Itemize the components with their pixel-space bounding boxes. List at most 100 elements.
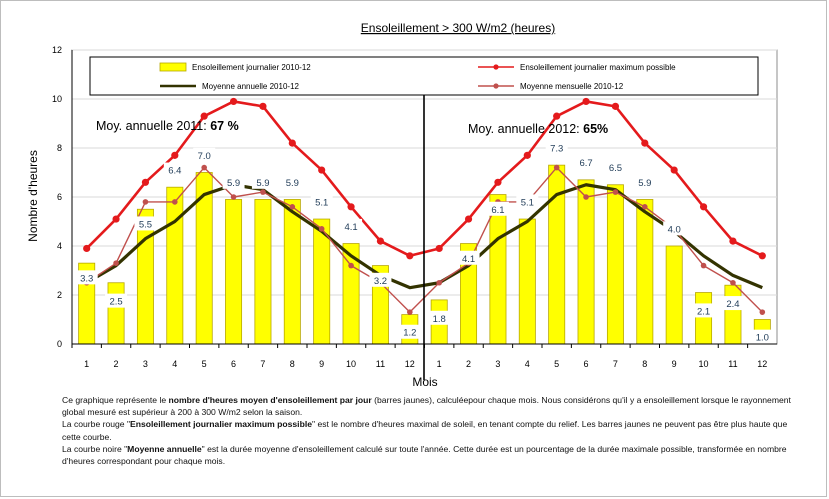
data-label-bg xyxy=(604,160,627,175)
data-label-bg xyxy=(310,194,333,209)
series-point xyxy=(171,151,179,159)
series-point xyxy=(670,166,678,174)
series-point xyxy=(700,262,707,269)
x-tick-label: 11 xyxy=(728,359,737,369)
data-label: 5.1 xyxy=(315,197,328,208)
data-label: 5.9 xyxy=(286,178,299,189)
bar xyxy=(577,179,595,345)
bar xyxy=(254,199,272,345)
x-tick-label: 9 xyxy=(319,359,324,369)
data-label: 3.2 xyxy=(374,276,387,287)
explanation-text: Ce graphique représente le nombre d'heur… xyxy=(62,394,802,467)
bar xyxy=(518,218,536,345)
line-series xyxy=(83,97,766,315)
series-point xyxy=(494,178,502,186)
y-tick-label: 8 xyxy=(57,143,62,153)
y-tick-label: 0 xyxy=(57,339,62,349)
legend-label: Ensoleillement journalier maximum possib… xyxy=(520,63,676,72)
note-text: Ce graphique représente le xyxy=(62,395,169,405)
annotation-2012-value: 65% xyxy=(583,122,608,136)
y-tick-label: 6 xyxy=(57,192,62,202)
data-label: 7.3 xyxy=(550,144,563,155)
note-bold: Moyenne annuelle xyxy=(127,443,202,454)
x-tick-label: 2 xyxy=(114,359,119,369)
data-label-bg xyxy=(692,303,715,318)
legend-swatch xyxy=(159,62,187,72)
data-label-bg xyxy=(105,293,128,308)
annotation-2011-label: Moy. annuelle 2011: xyxy=(96,119,210,133)
series-point xyxy=(348,262,354,269)
series-point xyxy=(582,97,590,106)
data-label-bg xyxy=(663,221,686,236)
series-point xyxy=(318,226,325,232)
series-point xyxy=(201,164,207,171)
note-bold: nombre d'heures moyen d'ensoleillement p… xyxy=(168,395,372,405)
bar xyxy=(166,186,184,345)
chart-title: Ensoleillement > 300 W/m2 (heures) xyxy=(361,21,555,35)
x-tick-label: 8 xyxy=(290,359,295,369)
x-tick-label: 5 xyxy=(554,359,559,369)
bar-labels: 3.3 2.5 5.5 6.4 7.0 5.9 5.9 5.9 5.1 4.1 3.2 1.2 1.8 4… xyxy=(75,140,774,344)
data-label-bg xyxy=(222,174,245,189)
bar xyxy=(489,194,507,345)
x-tick-label: 4 xyxy=(525,359,530,369)
annotation-2012: Moy. annuelle 2012: 65% xyxy=(468,122,608,136)
legend-box xyxy=(89,56,759,96)
series-point xyxy=(347,203,355,211)
data-label: 1.8 xyxy=(433,314,446,325)
series-point xyxy=(141,178,150,186)
series-point xyxy=(553,164,560,171)
series-point xyxy=(229,97,238,106)
y-tick-label: 2 xyxy=(57,290,62,300)
data-label-bg xyxy=(163,162,186,177)
series-point xyxy=(435,244,443,253)
y-tick-label: 10 xyxy=(52,94,62,104)
series-point xyxy=(406,252,414,260)
data-label-bg xyxy=(340,218,363,233)
data-label-bg xyxy=(134,216,157,231)
data-label-bg xyxy=(251,174,274,189)
data-label: 4.0 xyxy=(668,224,681,235)
bar xyxy=(606,184,624,345)
x-tick-label: 2 xyxy=(466,359,471,369)
x-tick-label: 12 xyxy=(405,359,415,369)
series-point xyxy=(172,199,178,205)
data-label-bg xyxy=(721,296,744,311)
x-tick-label: 5 xyxy=(202,359,207,369)
annotation-2011: Moy. annuelle 2011: 67 % xyxy=(96,119,239,133)
data-label: 5.9 xyxy=(638,178,651,189)
data-label-bg xyxy=(428,310,451,325)
bar xyxy=(724,284,742,345)
x-tick-label: 11 xyxy=(376,359,385,369)
series-point xyxy=(288,139,296,147)
series-point xyxy=(83,244,91,253)
data-label: 2.5 xyxy=(109,297,122,308)
series-point xyxy=(553,112,561,120)
bar xyxy=(283,199,301,345)
series-point xyxy=(142,199,149,205)
series-point xyxy=(583,194,589,200)
x-axis-label: Mois xyxy=(412,375,437,389)
note-text: " est le nombre d'heures maximal de sole… xyxy=(62,419,788,442)
series-point xyxy=(641,139,649,147)
data-label: 6.5 xyxy=(609,163,622,174)
x-tick-label: 10 xyxy=(346,359,356,369)
data-label: 4.1 xyxy=(462,254,475,265)
note-paragraph-3: La courbe noire "Moyenne annuelle" est l… xyxy=(62,443,802,467)
legend-label: Moyenne mensuelle 2010-12 xyxy=(520,82,624,91)
x-tick-label: 1 xyxy=(84,359,89,369)
data-label: 5.9 xyxy=(227,178,240,189)
x-tick-label: 6 xyxy=(231,359,236,369)
data-label-bg xyxy=(281,174,304,189)
series-point xyxy=(699,203,708,211)
note-paragraph-2: La courbe rouge "Ensoleillement journali… xyxy=(62,418,802,442)
data-label-bg xyxy=(516,194,539,209)
data-label: 5.1 xyxy=(521,197,534,208)
x-tick-label: 7 xyxy=(260,359,265,369)
annotation-2011-value: 67 % xyxy=(210,119,239,133)
data-label: 1.2 xyxy=(403,328,416,339)
series-point xyxy=(436,279,442,286)
series-point xyxy=(730,279,736,286)
series-point xyxy=(376,237,385,245)
